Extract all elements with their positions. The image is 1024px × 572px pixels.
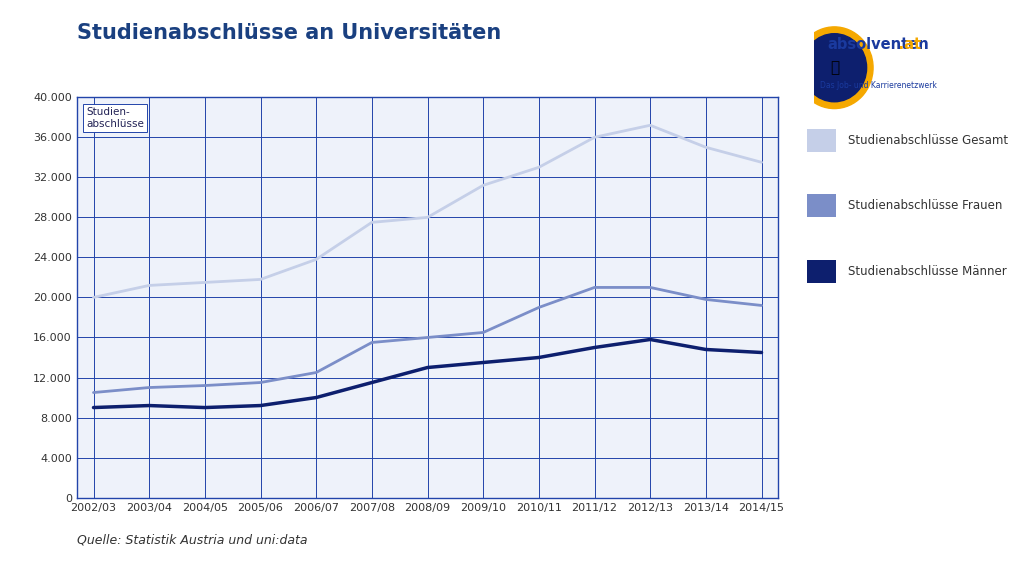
- Circle shape: [796, 27, 873, 109]
- Text: Studienabschlüsse Gesamt: Studienabschlüsse Gesamt: [848, 134, 1008, 146]
- Text: .at: .at: [837, 37, 921, 52]
- Text: Das Job- und Karrierenetzwerk: Das Job- und Karrierenetzwerk: [820, 81, 937, 90]
- Text: Studienabschlüsse an Universitäten: Studienabschlüsse an Universitäten: [77, 23, 501, 43]
- Circle shape: [802, 34, 866, 102]
- Text: Studienabschlüsse Frauen: Studienabschlüsse Frauen: [848, 200, 1002, 212]
- Text: Studienabschlüsse Männer: Studienabschlüsse Männer: [848, 265, 1007, 278]
- Text: Studien-
abschlüsse: Studien- abschlüsse: [86, 108, 143, 129]
- Text: absolventen: absolventen: [827, 37, 930, 52]
- Text: Quelle: Statistik Austria und uni:data: Quelle: Statistik Austria und uni:data: [77, 533, 307, 546]
- Text: 🎓: 🎓: [829, 60, 839, 76]
